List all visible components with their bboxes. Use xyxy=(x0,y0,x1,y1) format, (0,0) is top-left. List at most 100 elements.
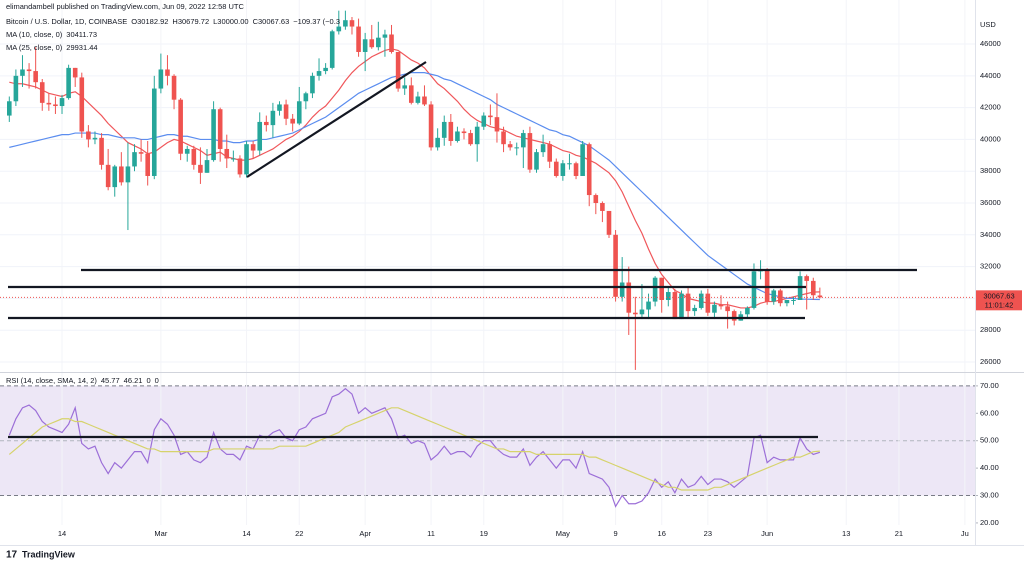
candle-body xyxy=(422,96,427,105)
legend-entry: MA (25, close, 0) xyxy=(6,43,63,52)
y-tick-label: 60.00 xyxy=(980,408,999,417)
candle-body xyxy=(99,137,104,165)
ohlc-label: C30067.63 xyxy=(253,17,290,26)
legend-value: 30411.73 xyxy=(66,30,97,39)
candle-body xyxy=(112,166,118,188)
candle-body xyxy=(26,69,32,72)
candle-body xyxy=(158,69,164,89)
candle-body xyxy=(573,163,579,176)
candle-body xyxy=(204,160,210,173)
candle-body xyxy=(250,144,256,151)
candle-body xyxy=(376,37,381,48)
y-tick-label: 40.00 xyxy=(980,463,999,472)
candle-body xyxy=(349,20,355,27)
candle-body xyxy=(455,131,460,142)
legend-value: 0 xyxy=(155,376,159,385)
candle-body xyxy=(560,163,566,176)
marks-layer xyxy=(0,10,975,508)
candle-body xyxy=(567,163,572,165)
candle-body xyxy=(53,104,58,107)
candle-body xyxy=(402,85,407,89)
candle-body xyxy=(600,203,605,211)
legend-layer: elimandambell published on TradingView.c… xyxy=(6,2,1022,538)
candle-body xyxy=(435,137,440,148)
y-tick-label: 20.00 xyxy=(980,518,999,527)
x-tick-label: 22 xyxy=(295,529,303,538)
legend-value: 29931.44 xyxy=(66,43,97,52)
price-box xyxy=(976,290,1022,311)
candle-body xyxy=(481,115,487,127)
candle-body xyxy=(92,137,98,140)
candle-body xyxy=(290,118,295,124)
candle-body xyxy=(231,158,236,160)
candle-body xyxy=(613,234,618,297)
candle-body xyxy=(198,164,203,173)
candle-body xyxy=(369,39,375,48)
candle-body xyxy=(356,26,361,52)
candle-body xyxy=(712,304,717,313)
candle-body xyxy=(7,101,12,116)
candle-body xyxy=(784,299,790,304)
x-tick-label: 14 xyxy=(58,529,66,538)
candle-body xyxy=(178,99,183,154)
x-tick-label: 19 xyxy=(480,529,488,538)
candle-body xyxy=(165,69,170,76)
candle-body xyxy=(270,110,276,126)
candle-body xyxy=(679,293,684,320)
candle-body xyxy=(553,161,559,176)
candle-body xyxy=(521,133,526,148)
candle-body xyxy=(580,144,585,176)
x-tick-label: Apr xyxy=(359,529,371,538)
candle-body xyxy=(33,71,38,83)
candle-body xyxy=(323,67,328,72)
candle-body xyxy=(725,306,730,312)
candle-body xyxy=(540,144,546,153)
candle-body xyxy=(395,51,401,89)
drawings xyxy=(8,61,917,439)
candle-body xyxy=(751,271,757,308)
candle-body xyxy=(731,311,737,321)
candle-body xyxy=(310,75,315,94)
candle-body xyxy=(534,152,539,170)
candle-body xyxy=(507,144,513,148)
last-price-label: 30067.63 xyxy=(983,291,1014,300)
published-note: elimandambell published on TradingView.c… xyxy=(6,2,245,11)
candle-body xyxy=(698,293,704,308)
x-tick-label: Mar xyxy=(154,529,167,538)
line-series xyxy=(9,72,820,301)
candle-body xyxy=(791,299,796,301)
brand: TradingView xyxy=(22,549,76,559)
candle-body xyxy=(626,282,632,313)
candle-body xyxy=(277,104,282,111)
countdown: 11:01:42 xyxy=(985,300,1014,309)
y-tick-label: 38000 xyxy=(980,166,1001,175)
ohlc-label: O30182.92 xyxy=(131,17,168,26)
candle-body xyxy=(66,67,71,99)
line-series xyxy=(9,48,820,309)
x-tick-label: 16 xyxy=(658,529,666,538)
candle-body xyxy=(705,293,711,313)
candle-body xyxy=(72,67,78,78)
candle-body xyxy=(745,307,750,315)
candle-body xyxy=(217,109,223,149)
ohlc-label: L30000.00 xyxy=(213,17,248,26)
candle-body xyxy=(666,292,671,300)
y-tick-label: 34000 xyxy=(980,230,1001,239)
candle-body xyxy=(441,121,447,138)
candle-body xyxy=(86,131,91,140)
candle-body xyxy=(39,82,45,103)
candle-body xyxy=(685,293,691,312)
y-tick-label: 40000 xyxy=(980,134,1001,143)
candle-body xyxy=(547,144,552,162)
candle-body xyxy=(211,109,216,161)
candle-body xyxy=(468,133,473,145)
candle-body xyxy=(474,126,480,145)
candle-body xyxy=(362,39,368,52)
candle-body xyxy=(296,101,302,124)
candle-body xyxy=(501,131,506,145)
candle-body xyxy=(408,85,414,103)
x-tick-label: 14 xyxy=(242,529,250,538)
x-tick-label: 23 xyxy=(704,529,712,538)
line-series xyxy=(8,387,821,508)
